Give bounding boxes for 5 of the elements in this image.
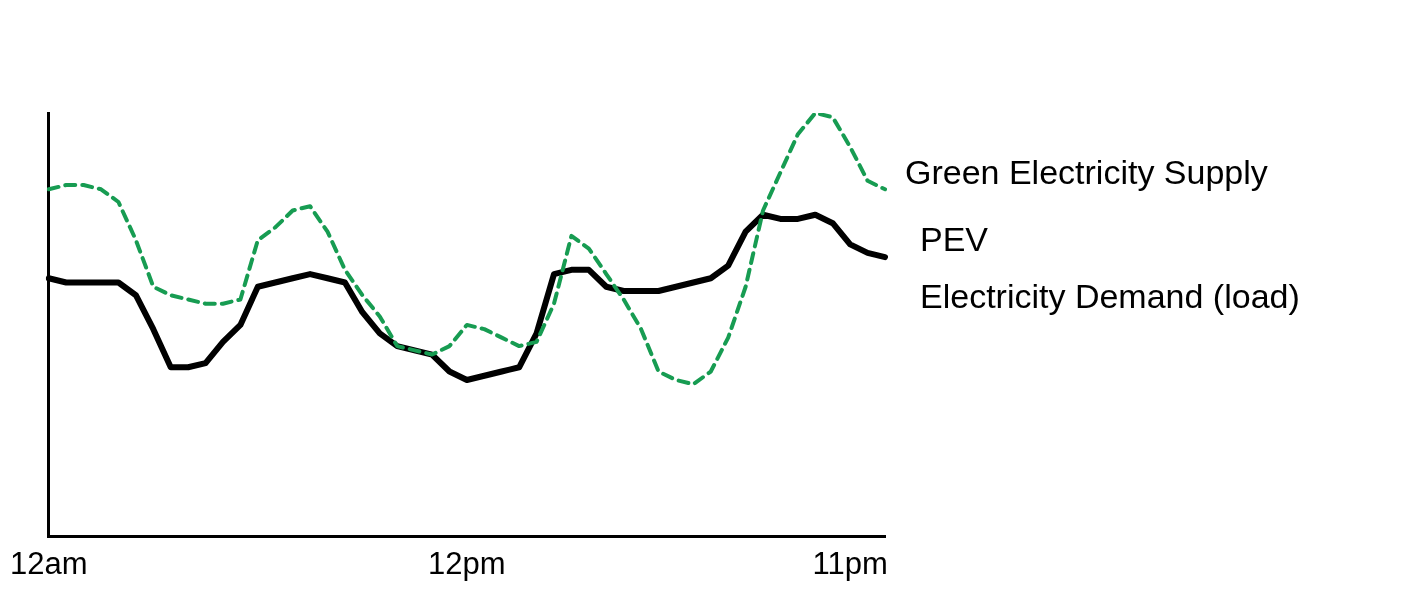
series-label: Green Electricity Supply <box>905 152 1268 191</box>
x-tick-label: 12pm <box>428 545 506 581</box>
x-tick-label: 11pm <box>812 545 888 581</box>
x-tick-label: 12am <box>10 545 88 581</box>
series-label: PEV Electricity Demand (load) <box>920 220 1300 316</box>
